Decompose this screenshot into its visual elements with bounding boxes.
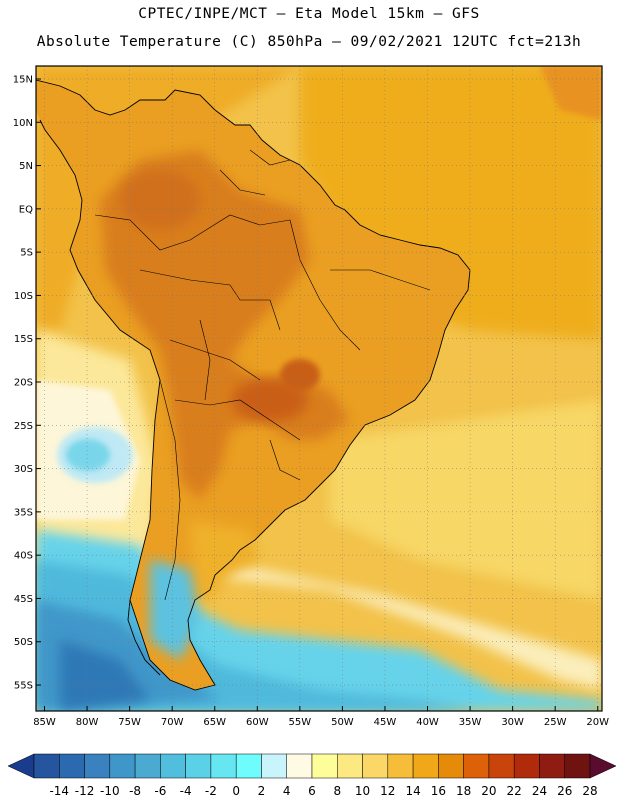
colorbar-label: -10 xyxy=(100,784,120,798)
colorbar-label: 0 xyxy=(232,784,240,798)
lat-tick-label: 15N xyxy=(13,74,33,85)
colorbar-label: 20 xyxy=(481,784,496,798)
colorbar-swatch xyxy=(564,753,591,779)
colorbar-swatch xyxy=(160,753,186,779)
colorbar-min-arrow xyxy=(7,753,35,779)
colorbar-label: -8 xyxy=(129,784,141,798)
colorbar-swatch xyxy=(539,753,565,779)
lat-tick-label: 5N xyxy=(19,161,33,172)
colorbar-swatch xyxy=(185,753,212,779)
lon-tick-label: 40W xyxy=(416,717,439,728)
colorbar-swatch xyxy=(362,753,389,779)
colorbar-swatch xyxy=(261,753,287,779)
colorbar-swatch xyxy=(286,753,313,779)
lat-tick-label: 55S xyxy=(14,681,33,692)
colorbar-swatch xyxy=(109,753,136,779)
latitude-axis: 15N 10N 5N EQ 5S 10S 15S 20S 25S 30S 35S 40S 45S 50S 5… xyxy=(13,74,41,692)
lat-tick-label: 50S xyxy=(14,637,33,648)
coastline xyxy=(36,79,471,691)
colorbar-label: -6 xyxy=(154,784,166,798)
colorbar-label: -4 xyxy=(180,784,192,798)
lon-tick-label: 45W xyxy=(374,717,397,728)
colorbar-label: 12 xyxy=(380,784,395,798)
colorbar-label: 18 xyxy=(456,784,471,798)
colorbar-label: 28 xyxy=(582,784,597,798)
lat-tick-label: 40S xyxy=(14,551,33,562)
lon-tick-label: 80W xyxy=(76,717,99,728)
colorbar-swatch xyxy=(337,753,363,779)
colorbar-label: -14 xyxy=(49,784,69,798)
lon-tick-label: 65W xyxy=(203,717,226,728)
colorbar-swatch xyxy=(33,753,60,779)
colorbar-swatch xyxy=(387,753,414,779)
colorbar-label: 4 xyxy=(283,784,291,798)
lon-tick-label: 50W xyxy=(331,717,354,728)
temperature-field xyxy=(36,66,602,711)
longitude-axis: 85W 80W 75W 70W 65W 60W 55W 50W 45W 40W 35W 30W 25W 2… xyxy=(33,706,609,728)
lon-tick-label: 25W xyxy=(544,717,567,728)
lat-tick-label: 30S xyxy=(14,464,33,475)
lon-tick-label: 20W xyxy=(586,717,609,728)
map-subtitle: Absolute Temperature (C) 850hPa – 09/02/… xyxy=(36,34,582,50)
colorbar-label: 16 xyxy=(431,784,446,798)
colorbar-label: 14 xyxy=(405,784,420,798)
colorbar-swatch xyxy=(412,753,439,779)
colorbar-swatch xyxy=(311,753,338,779)
lon-tick-label: 30W xyxy=(501,717,524,728)
lat-tick-label: EQ xyxy=(19,204,33,215)
colorbar-label: 22 xyxy=(507,784,522,798)
lat-tick-label: 20S xyxy=(14,378,33,389)
lon-tick-label: 70W xyxy=(161,717,184,728)
lat-tick-label: 10N xyxy=(13,118,33,129)
lat-tick-label: 15S xyxy=(14,334,33,345)
colorbar-swatch xyxy=(59,753,85,779)
lat-tick-label: 45S xyxy=(14,594,33,605)
colorbar-label: 8 xyxy=(333,784,341,798)
colorbar-swatch xyxy=(513,753,540,779)
map-border xyxy=(35,65,603,712)
colorbar-swatch xyxy=(210,753,237,779)
lat-tick-label: 35S xyxy=(14,507,33,518)
lat-tick-label: 10S xyxy=(14,291,33,302)
colorbar-label: 6 xyxy=(308,784,316,798)
colorbar-swatch xyxy=(134,753,161,779)
map-title: CPTEC/INPE/MCT – Eta Model 15km – GFS xyxy=(138,6,480,22)
colorbar-swatch xyxy=(463,753,490,779)
colorbar-swatch xyxy=(84,753,111,779)
colorbar-label: -12 xyxy=(75,784,95,798)
lat-tick-label: 25S xyxy=(14,421,33,432)
colorbar-label: 26 xyxy=(557,784,572,798)
colorbar-label: 24 xyxy=(532,784,547,798)
colorbar-label: 10 xyxy=(355,784,370,798)
colorbar-label: -2 xyxy=(205,784,217,798)
lon-tick-label: 60W xyxy=(246,717,269,728)
colorbar-swatch xyxy=(438,753,464,779)
colorbar-max-arrow xyxy=(589,753,617,779)
colorbar-swatch xyxy=(488,753,515,779)
lon-tick-label: 85W xyxy=(33,717,56,728)
colorbar-label: 2 xyxy=(258,784,266,798)
lon-tick-label: 75W xyxy=(118,717,141,728)
colorbar-swatch xyxy=(235,753,262,779)
lon-tick-label: 55W xyxy=(289,717,312,728)
lat-tick-label: 5S xyxy=(20,248,33,259)
lon-tick-label: 35W xyxy=(459,717,482,728)
